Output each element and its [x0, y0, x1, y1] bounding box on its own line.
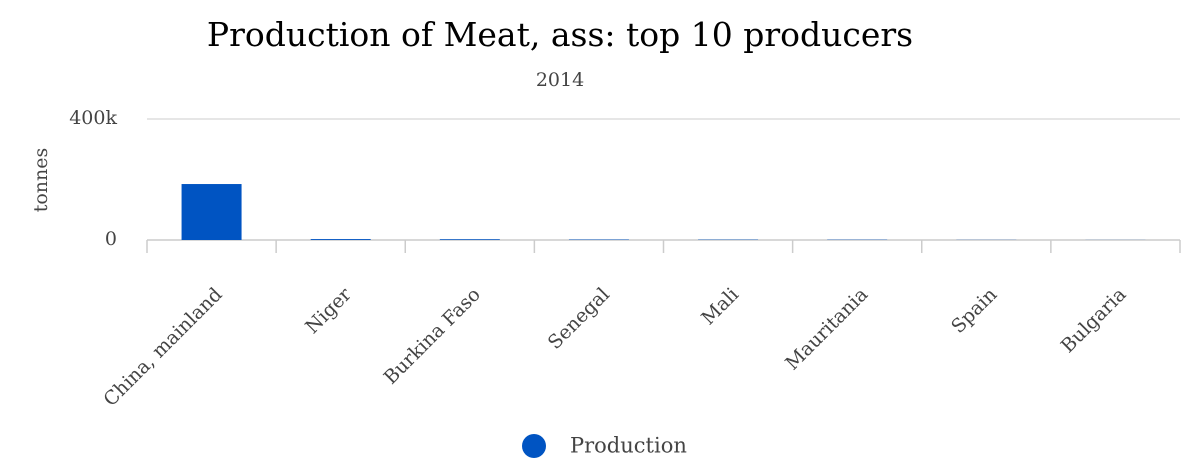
bar	[310, 239, 371, 240]
bar	[439, 239, 500, 240]
x-tick-label: Mauritania	[781, 284, 872, 375]
legend-marker	[522, 434, 546, 458]
y-tick-label: 0	[105, 228, 117, 250]
legend-label[interactable]: Production	[570, 434, 687, 458]
x-tick-label: Spain	[947, 284, 1001, 338]
y-axis-label: tonnes	[30, 148, 52, 213]
x-tick-label: China, mainland	[99, 284, 226, 411]
x-tick-label: Niger	[301, 283, 356, 338]
bar	[181, 184, 242, 240]
chart-title: Production of Meat, ass: top 10 producer…	[207, 15, 913, 54]
x-tick-label: Mali	[697, 284, 743, 330]
x-tick-label: Bulgaria	[1057, 284, 1131, 358]
x-tick-label: Burkina Faso	[380, 284, 485, 389]
x-tick-label: Senegal	[544, 284, 614, 354]
chart-subtitle: 2014	[536, 69, 584, 91]
y-tick-label: 400k	[69, 107, 117, 129]
